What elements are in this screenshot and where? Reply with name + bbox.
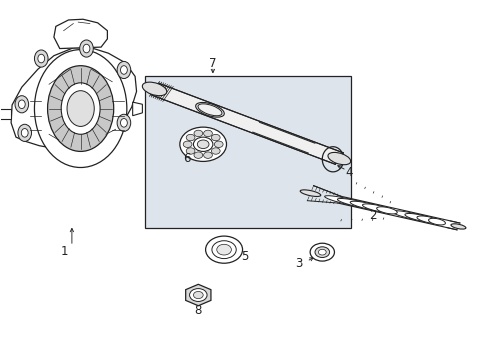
Ellipse shape <box>61 83 100 134</box>
Polygon shape <box>54 19 107 49</box>
Circle shape <box>183 141 192 148</box>
Ellipse shape <box>120 118 127 127</box>
Text: 2: 2 <box>369 209 376 222</box>
Circle shape <box>216 244 231 255</box>
Circle shape <box>211 241 236 258</box>
Ellipse shape <box>117 114 130 131</box>
Circle shape <box>203 130 212 137</box>
Ellipse shape <box>21 129 28 137</box>
Circle shape <box>309 243 334 261</box>
Circle shape <box>186 148 195 154</box>
Ellipse shape <box>34 50 48 67</box>
Circle shape <box>211 134 220 141</box>
Ellipse shape <box>300 190 320 197</box>
Ellipse shape <box>38 54 44 63</box>
Text: 8: 8 <box>194 304 202 317</box>
Ellipse shape <box>47 66 114 152</box>
Circle shape <box>193 137 212 152</box>
Ellipse shape <box>404 213 435 222</box>
Ellipse shape <box>120 66 127 74</box>
Ellipse shape <box>18 124 31 141</box>
Ellipse shape <box>362 204 391 212</box>
Ellipse shape <box>19 100 25 109</box>
Circle shape <box>186 134 195 141</box>
Ellipse shape <box>450 224 465 229</box>
Bar <box>144 76 351 228</box>
Circle shape <box>318 249 325 255</box>
Ellipse shape <box>376 207 396 214</box>
Circle shape <box>211 148 220 154</box>
Text: 5: 5 <box>240 250 248 263</box>
Circle shape <box>194 130 203 137</box>
Circle shape <box>180 127 226 161</box>
Polygon shape <box>185 284 210 306</box>
Circle shape <box>203 152 212 158</box>
Circle shape <box>314 247 329 257</box>
Ellipse shape <box>337 198 379 210</box>
Text: 4: 4 <box>345 166 352 179</box>
Ellipse shape <box>67 91 94 126</box>
Ellipse shape <box>416 216 439 224</box>
Ellipse shape <box>391 211 428 221</box>
Circle shape <box>214 141 223 148</box>
Circle shape <box>205 236 242 263</box>
Polygon shape <box>11 48 136 150</box>
Text: 1: 1 <box>61 245 68 258</box>
Polygon shape <box>150 83 343 164</box>
Ellipse shape <box>142 82 166 96</box>
Ellipse shape <box>349 201 385 211</box>
Ellipse shape <box>198 104 222 116</box>
Ellipse shape <box>117 62 130 78</box>
Text: 3: 3 <box>295 257 302 270</box>
Circle shape <box>194 152 203 158</box>
Ellipse shape <box>34 50 126 167</box>
Ellipse shape <box>195 103 224 117</box>
Text: 6: 6 <box>183 152 190 165</box>
Circle shape <box>189 289 206 301</box>
Ellipse shape <box>324 196 372 208</box>
Polygon shape <box>132 102 142 116</box>
Ellipse shape <box>15 96 29 113</box>
Text: 7: 7 <box>209 57 216 71</box>
Ellipse shape <box>327 152 350 165</box>
Ellipse shape <box>427 218 445 225</box>
Circle shape <box>197 140 208 149</box>
Circle shape <box>193 292 203 298</box>
Polygon shape <box>0 109 11 119</box>
Ellipse shape <box>83 44 90 53</box>
Ellipse shape <box>80 40 93 57</box>
